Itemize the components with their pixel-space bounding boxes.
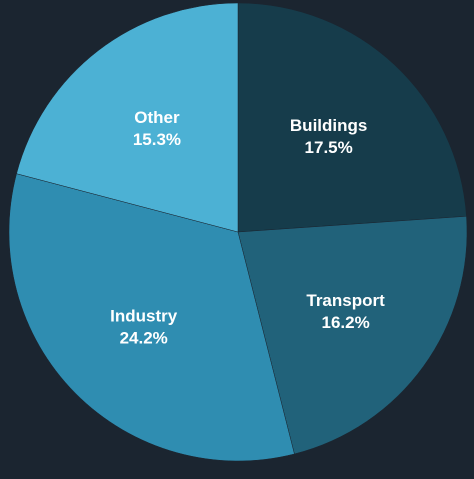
pie-slice-other [16,2,239,233]
pie-labels: Buildings 17.5% Transport 16.2% Industry 24.2… [110,108,385,348]
slice-label-transport: Transport [306,291,385,310]
slice-label-other: Other [134,108,180,127]
pie-slice-transport [237,216,468,455]
slice-value-buildings: 17.5% [305,138,353,157]
slice-value-other: 15.3% [133,130,181,149]
slice-value-transport: 16.2% [321,313,369,332]
pie-slices [8,2,468,462]
slice-value-industry: 24.2% [120,329,168,348]
slice-label-buildings: Buildings [290,116,367,135]
pie-slice-industry [8,173,295,462]
pie-slice-buildings [237,2,467,233]
slice-label-industry: Industry [110,307,178,326]
